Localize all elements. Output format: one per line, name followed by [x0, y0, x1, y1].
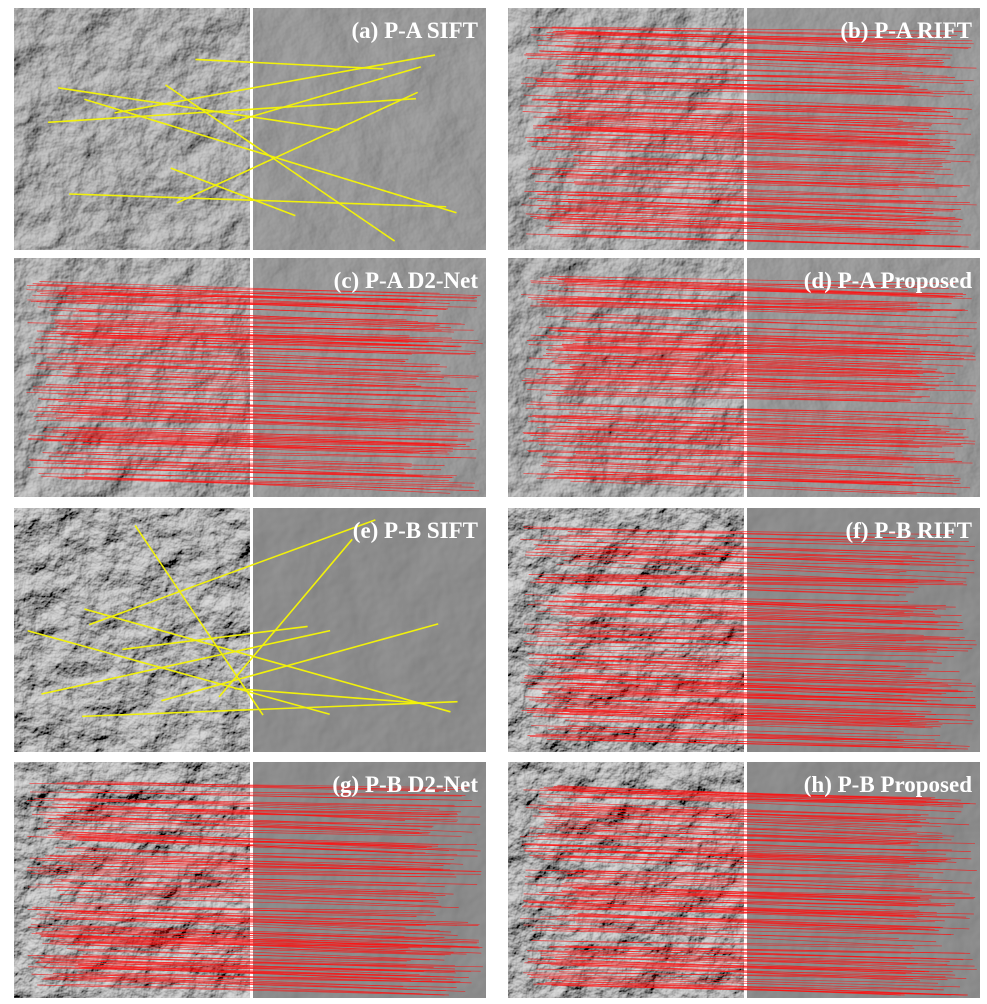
left-image	[14, 8, 250, 250]
panel-label: (a) P-A SIFT	[352, 18, 479, 43]
panel-label: (b) P-A RIFT	[840, 18, 972, 43]
panel-label: (c) P-A D2-Net	[334, 268, 479, 293]
right-image	[253, 508, 486, 752]
panel-label: (e) P-B SIFT	[353, 518, 478, 543]
panel-label: (d) P-A Proposed	[804, 268, 972, 293]
panel: (a) P-A SIFT	[14, 8, 486, 250]
page: {"panels": [ {"label": "(a) P-A SIFT"}, …	[0, 0, 987, 999]
panel: (g) P-B D2-Net	[14, 762, 486, 998]
panel: (f) P-B RIFT	[508, 508, 980, 752]
panel: (c) P-A D2-Net	[14, 258, 486, 497]
panel: (d) P-A Proposed	[508, 258, 980, 497]
left-image	[14, 508, 250, 752]
panel: (e) P-B SIFT	[14, 508, 486, 752]
figure: (a) P-A SIFT (b) P-A RIFT (c) P-A D2-Net (d…	[0, 0, 987, 999]
panel: (b) P-A RIFT	[508, 8, 980, 250]
panel-label: (f) P-B RIFT	[846, 518, 972, 543]
panel: (h) P-B Proposed	[508, 762, 980, 998]
panel-label: (h) P-B Proposed	[804, 772, 972, 797]
panel-label: (g) P-B D2-Net	[332, 772, 478, 797]
right-image	[253, 8, 486, 250]
